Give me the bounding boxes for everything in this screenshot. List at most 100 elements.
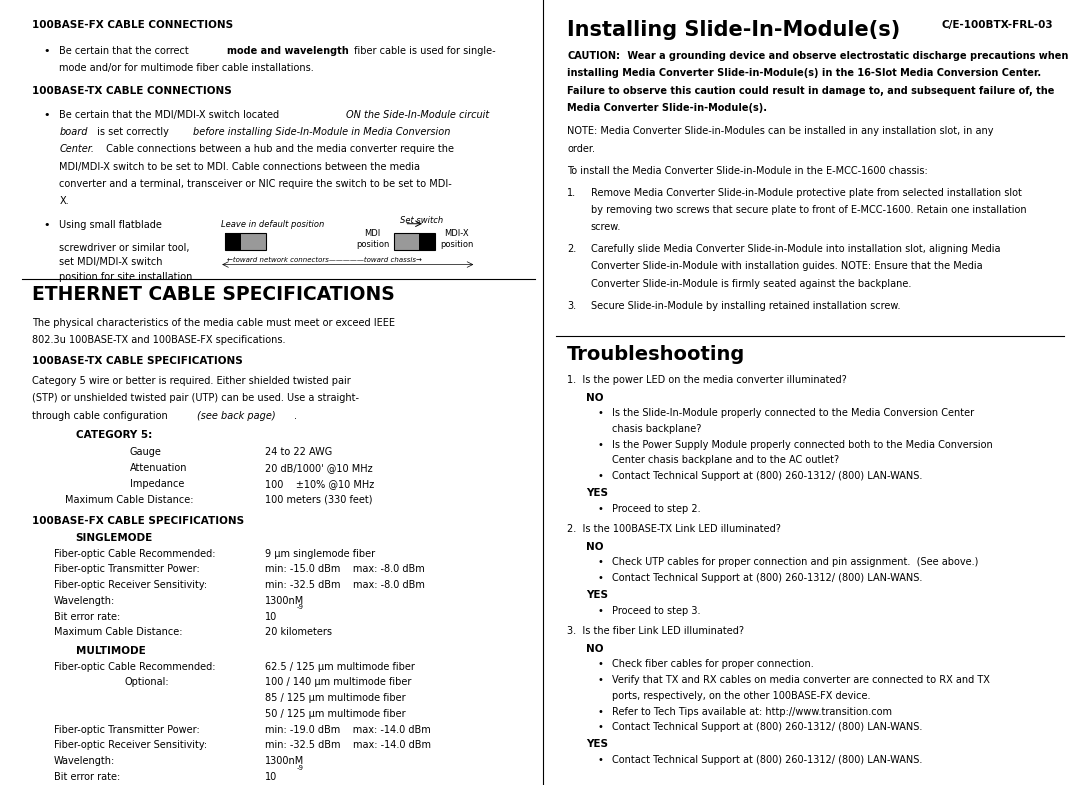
Text: Proceed to step 2.: Proceed to step 2.	[612, 504, 701, 514]
Text: Fiber-optic Transmitter Power:: Fiber-optic Transmitter Power:	[54, 725, 200, 735]
Text: 2.  Is the 100BASE-TX Link LED illuminated?: 2. Is the 100BASE-TX Link LED illuminate…	[567, 524, 781, 535]
Text: Impedance: Impedance	[130, 479, 184, 489]
Text: Maximum Cable Distance:: Maximum Cable Distance:	[54, 627, 183, 637]
Text: •: •	[597, 408, 603, 418]
Text: Fiber-optic Cable Recommended:: Fiber-optic Cable Recommended:	[54, 662, 216, 672]
Text: Fiber-optic Transmitter Power:: Fiber-optic Transmitter Power:	[54, 564, 200, 575]
Text: MDI-X: MDI-X	[445, 229, 469, 238]
Text: 50 / 125 μm multimode fiber: 50 / 125 μm multimode fiber	[265, 709, 405, 719]
Text: set MDI/MDI-X switch: set MDI/MDI-X switch	[59, 257, 163, 268]
Text: •: •	[597, 471, 603, 481]
Text: converter and a terminal, transceiver or NIC require the switch to be set to MDI: converter and a terminal, transceiver or…	[59, 179, 453, 189]
Text: Installing Slide-In-Module(s): Installing Slide-In-Module(s)	[567, 20, 901, 39]
Text: Wavelength:: Wavelength:	[54, 756, 116, 766]
Text: •: •	[597, 706, 603, 717]
Text: 9 μm singlemode fiber: 9 μm singlemode fiber	[265, 549, 375, 559]
Text: •: •	[597, 557, 603, 568]
Text: Is the Slide-In-Module properly connected to the Media Conversion Center: Is the Slide-In-Module properly connecte…	[612, 408, 974, 418]
Text: CATEGORY 5:: CATEGORY 5:	[76, 430, 152, 440]
Text: To install the Media Converter Slide-in-Module in the E-MCC-1600 chassis:: To install the Media Converter Slide-in-…	[567, 166, 928, 176]
Text: before installing Side-In-Module in Media Conversion: before installing Side-In-Module in Medi…	[193, 127, 450, 137]
Text: The physical characteristics of the media cable must meet or exceed IEEE: The physical characteristics of the medi…	[32, 318, 395, 328]
Text: Media Converter Slide-in-Module(s).: Media Converter Slide-in-Module(s).	[567, 103, 767, 113]
Text: •: •	[597, 573, 603, 583]
Text: Center chasis backplane and to the AC outlet?: Center chasis backplane and to the AC ou…	[612, 455, 839, 466]
Text: Secure Slide-in-Module by installing retained installation screw.: Secure Slide-in-Module by installing ret…	[591, 301, 901, 311]
Text: •: •	[43, 46, 50, 56]
Text: Carefully slide Media Converter Slide-in-Module into installation slot, aligning: Carefully slide Media Converter Slide-in…	[591, 244, 1000, 254]
Text: Check UTP cables for proper connection and pin assignment.  (See above.): Check UTP cables for proper connection a…	[612, 557, 978, 568]
Text: Using small flatblade: Using small flatblade	[59, 220, 162, 230]
Text: Check fiber cables for proper connection.: Check fiber cables for proper connection…	[612, 659, 814, 670]
Text: MULTIMODE: MULTIMODE	[76, 646, 146, 656]
Text: ports, respectively, on the other 100BASE-FX device.: ports, respectively, on the other 100BAS…	[612, 691, 870, 701]
Text: ←toward network connectors—————toward chassis→: ←toward network connectors—————toward ch…	[227, 257, 421, 263]
Text: 100 / 140 μm multimode fiber: 100 / 140 μm multimode fiber	[265, 677, 411, 688]
Text: position: position	[356, 240, 389, 249]
Bar	[419, 233, 435, 250]
Text: YES: YES	[586, 739, 608, 750]
Text: fiber cable is used for single-: fiber cable is used for single-	[351, 46, 496, 56]
Text: Category 5 wire or better is required. Either shielded twisted pair: Category 5 wire or better is required. E…	[32, 376, 351, 386]
Text: mode and/or for multimode fiber cable installations.: mode and/or for multimode fiber cable in…	[59, 63, 314, 73]
Text: Bit error rate:: Bit error rate:	[54, 772, 120, 782]
Text: Proceed to step 3.: Proceed to step 3.	[612, 606, 701, 616]
Text: •: •	[597, 675, 603, 685]
Text: •: •	[597, 504, 603, 514]
Text: (STP) or unshielded twisted pair (UTP) can be used. Use a straight-: (STP) or unshielded twisted pair (UTP) c…	[32, 393, 360, 403]
Text: X.: X.	[59, 196, 69, 206]
Text: 3.  Is the fiber Link LED illuminated?: 3. Is the fiber Link LED illuminated?	[567, 626, 744, 637]
Text: position for site installation.: position for site installation.	[59, 272, 195, 282]
Text: Be certain that the MDI/MDI-X switch located: Be certain that the MDI/MDI-X switch loc…	[59, 110, 283, 120]
Text: Center.: Center.	[59, 144, 94, 155]
Text: 100BASE-FX CABLE CONNECTIONS: 100BASE-FX CABLE CONNECTIONS	[32, 20, 233, 30]
Text: Troubleshooting: Troubleshooting	[567, 345, 745, 364]
Text: Leave in default position: Leave in default position	[221, 220, 325, 228]
Text: 85 / 125 μm multimode fiber: 85 / 125 μm multimode fiber	[265, 693, 405, 703]
Text: .: .	[294, 411, 297, 421]
Text: SINGLEMODE: SINGLEMODE	[76, 533, 153, 543]
Text: NO: NO	[586, 644, 604, 654]
Text: mode and wavelength: mode and wavelength	[227, 46, 349, 56]
Text: min: -32.5 dBm    max: -8.0 dBm: min: -32.5 dBm max: -8.0 dBm	[265, 580, 424, 590]
Text: Cable connections between a hub and the media converter require the: Cable connections between a hub and the …	[103, 144, 454, 155]
Text: •: •	[597, 659, 603, 670]
Text: Converter Slide-in-Module is firmly seated against the backplane.: Converter Slide-in-Module is firmly seat…	[591, 279, 912, 289]
Text: 10: 10	[265, 612, 276, 622]
Text: -9: -9	[297, 604, 303, 611]
Text: Set switch: Set switch	[400, 216, 443, 225]
Text: Contact Technical Support at (800) 260-1312/ (800) LAN-WANS.: Contact Technical Support at (800) 260-1…	[612, 722, 922, 732]
Text: min: -15.0 dBm    max: -8.0 dBm: min: -15.0 dBm max: -8.0 dBm	[265, 564, 424, 575]
Text: ON the Side-In-Module circuit: ON the Side-In-Module circuit	[346, 110, 489, 120]
Text: NO: NO	[586, 542, 604, 552]
Text: through cable configuration: through cable configuration	[32, 411, 172, 421]
Text: board: board	[59, 127, 87, 137]
Text: 100 meters (330 feet): 100 meters (330 feet)	[265, 495, 373, 505]
Text: Bit error rate:: Bit error rate:	[54, 612, 120, 622]
Text: 1.  Is the power LED on the media converter illuminated?: 1. Is the power LED on the media convert…	[567, 375, 847, 385]
Text: YES: YES	[586, 590, 608, 601]
Bar	[394, 233, 435, 250]
Text: Fiber-optic Cable Recommended:: Fiber-optic Cable Recommended:	[54, 549, 216, 559]
Text: Wear a grounding device and observe electrostatic discharge precautions when: Wear a grounding device and observe elec…	[624, 51, 1068, 61]
Text: NO: NO	[586, 392, 604, 403]
Text: position: position	[441, 240, 473, 249]
Text: Fiber-optic Receiver Sensitivity:: Fiber-optic Receiver Sensitivity:	[54, 580, 207, 590]
Bar	[225, 233, 241, 250]
Text: 62.5 / 125 μm multimode fiber: 62.5 / 125 μm multimode fiber	[265, 662, 415, 672]
Text: min: -19.0 dBm    max: -14.0 dBm: min: -19.0 dBm max: -14.0 dBm	[265, 725, 430, 735]
Text: Contact Technical Support at (800) 260-1312/ (800) LAN-WANS.: Contact Technical Support at (800) 260-1…	[612, 573, 922, 583]
Text: •: •	[597, 440, 603, 450]
Text: CAUTION:: CAUTION:	[567, 51, 620, 61]
Text: Wavelength:: Wavelength:	[54, 596, 116, 606]
Text: Converter Slide-in-Module with installation guides. NOTE: Ensure that the Media: Converter Slide-in-Module with installat…	[591, 261, 983, 272]
Text: installing Media Converter Slide-in-Module(s) in the 16-Slot Media Conversion Ce: installing Media Converter Slide-in-Modu…	[567, 68, 1041, 79]
Text: 1300nM: 1300nM	[265, 756, 303, 766]
Text: 20 kilometers: 20 kilometers	[265, 627, 332, 637]
Text: 10: 10	[265, 772, 276, 782]
Text: Gauge: Gauge	[130, 447, 162, 458]
Text: 3.: 3.	[567, 301, 576, 311]
Text: chasis backplane?: chasis backplane?	[612, 424, 702, 434]
Text: Failure to observe this caution could result in damage to, and subsequent failur: Failure to observe this caution could re…	[567, 86, 1054, 96]
Text: (see back page): (see back page)	[197, 411, 275, 421]
